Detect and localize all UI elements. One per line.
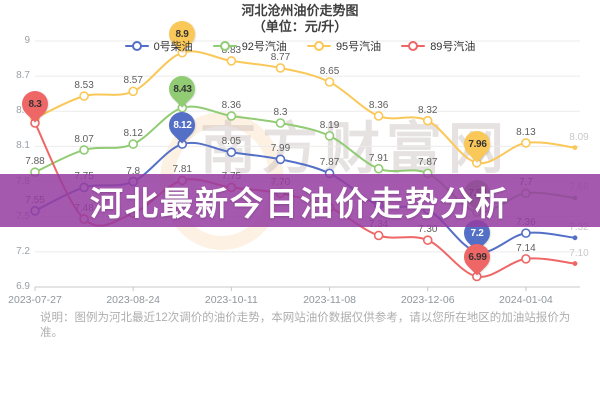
data-point xyxy=(275,154,286,165)
data-point xyxy=(324,77,335,87)
promo-banner: 河北最新今日油价走势分析 xyxy=(0,174,600,227)
legend-item-95号汽油[interactable]: 95号汽油 xyxy=(306,38,382,54)
value-label: 8.36 xyxy=(368,99,389,111)
data-point xyxy=(373,111,384,121)
value-label: 7.87 xyxy=(417,157,438,169)
value-label: 8.83 xyxy=(221,44,242,56)
value-label: 7.10 xyxy=(569,247,589,259)
data-point xyxy=(226,56,237,66)
disclaimer-line-1: 说明：图例为河北最近12次调价的油价走势，本网站油价数据仅供参考，请以您所在地区… xyxy=(40,312,571,324)
data-point xyxy=(324,131,335,141)
legend-line-icon xyxy=(306,41,331,51)
legend-label: 95号汽油 xyxy=(335,41,382,53)
y-axis-label: 7.2 xyxy=(16,245,30,257)
value-label: 8.19 xyxy=(319,119,340,131)
value-label: 8.05 xyxy=(221,136,242,148)
legend-circle xyxy=(313,41,324,51)
value-label: 7.99 xyxy=(270,143,291,155)
value-label: 8.77 xyxy=(270,51,291,63)
value-label: 7.14 xyxy=(516,242,536,254)
data-point xyxy=(422,235,433,245)
x-axis-label: 2023-12-06 xyxy=(400,294,455,306)
data-point xyxy=(79,91,89,101)
chart-legend: 0号柴油 92号汽油 95号汽油 89号汽油 xyxy=(0,38,600,54)
data-point xyxy=(275,63,286,73)
legend-label: 89号汽油 xyxy=(430,41,476,53)
markpoint-value: 8.12 xyxy=(173,119,192,131)
x-axis-label: 2023-08-24 xyxy=(106,294,161,306)
data-point xyxy=(79,145,89,155)
chart-title: 河北沧州油价走势图 xyxy=(241,3,359,18)
x-axis-label: 2024-01-04 xyxy=(499,294,553,306)
legend-item-89号汽油[interactable]: 89号汽油 xyxy=(401,38,475,54)
y-axis-label: 8.1 xyxy=(16,140,30,152)
value-label: 8.3 xyxy=(273,107,288,118)
value-label: 7.91 xyxy=(368,152,389,164)
value-label: 7.8 xyxy=(126,165,141,177)
legend-line-icon xyxy=(124,41,149,51)
markpoint-value: 7.2 xyxy=(470,227,484,239)
markpoint-value: 8.43 xyxy=(173,83,192,95)
y-axis-label: 6.9 xyxy=(16,281,30,292)
legend-line-icon xyxy=(212,41,237,51)
value-label: 8.53 xyxy=(74,80,94,92)
value-label: 8.57 xyxy=(123,75,143,87)
watermark-text: 南方财富网 xyxy=(200,117,510,180)
value-label: 8.13 xyxy=(516,126,536,138)
data-point-end xyxy=(572,235,578,241)
x-axis-label: 2023-11-08 xyxy=(303,294,356,306)
x-axis-label: 2023-10-11 xyxy=(204,294,258,306)
data-point-end xyxy=(572,145,578,151)
data-point xyxy=(128,139,138,149)
legend-circle xyxy=(131,41,142,51)
data-point xyxy=(226,147,237,158)
data-point xyxy=(226,111,237,121)
data-point xyxy=(521,228,531,238)
value-label: 8.32 xyxy=(417,104,438,116)
value-label: 7.30 xyxy=(417,224,438,236)
legend-line-icon xyxy=(401,41,426,51)
markpoint-value: 7.96 xyxy=(467,138,486,150)
chart-subtitle: （单位：元/升） xyxy=(252,19,348,34)
value-label: 8.09 xyxy=(569,131,589,143)
legend-circle xyxy=(219,41,230,51)
value-label: 7.88 xyxy=(25,156,45,168)
data-point xyxy=(422,115,433,126)
legend-circle xyxy=(408,41,419,51)
y-axis-label: 9 xyxy=(24,35,30,46)
value-label: 8.07 xyxy=(74,133,94,145)
data-point xyxy=(521,254,531,264)
markpoint-value: 8.3 xyxy=(28,98,42,110)
y-axis-label: 8.7 xyxy=(16,70,30,82)
data-point xyxy=(373,163,384,174)
x-axis-label: 2023-07-27 xyxy=(8,294,62,306)
promo-banner-text: 河北最新今日油价走势分析 xyxy=(90,184,510,222)
value-label: 8.12 xyxy=(123,128,143,140)
value-label: 8.36 xyxy=(221,99,242,111)
legend-label: 92号汽油 xyxy=(241,41,287,53)
data-point xyxy=(521,138,531,148)
value-label: 8.65 xyxy=(319,66,340,77)
value-label: 7.87 xyxy=(319,157,340,169)
legend-item-0号柴油[interactable]: 0号柴油 xyxy=(124,38,193,54)
data-point xyxy=(275,118,286,128)
legend-item-92号汽油[interactable]: 92号汽油 xyxy=(212,38,287,54)
legend-label: 0号柴油 xyxy=(153,41,193,53)
data-point-end xyxy=(572,261,578,266)
disclaimer-line-2: 准。 xyxy=(40,327,63,339)
data-point xyxy=(128,86,138,97)
data-point xyxy=(373,230,384,241)
markpoint-value: 6.99 xyxy=(467,251,486,263)
value-label: 7.81 xyxy=(172,164,192,176)
value-label: 7.32 xyxy=(569,221,589,233)
